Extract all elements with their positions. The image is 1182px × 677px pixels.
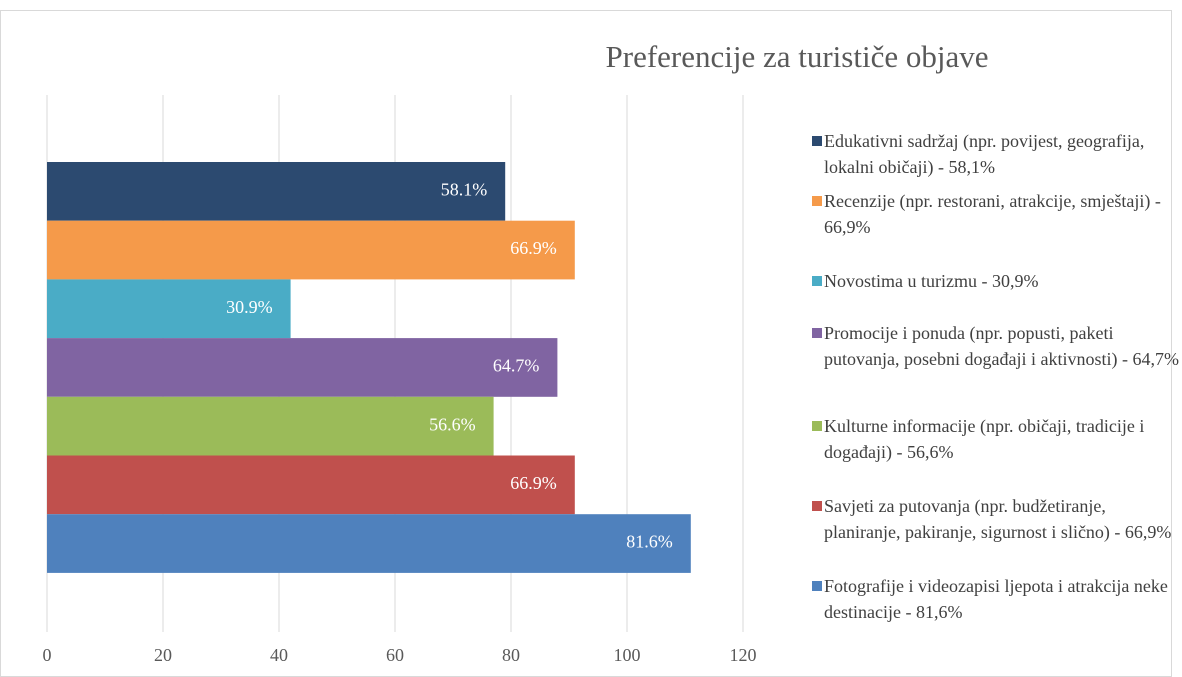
legend-label: Fotografije i videozapisi ljepota i atra…: [824, 576, 1168, 622]
x-tick-label: 20: [154, 645, 172, 665]
legend-item: Edukativni sadržaj (npr. povijest, geogr…: [812, 128, 1182, 180]
x-tick-label: 80: [502, 645, 520, 665]
data-label: 30.9%: [226, 297, 273, 317]
legend-label: Kulturne informacije (npr. običaji, trad…: [824, 416, 1145, 462]
legend-item: Kulturne informacije (npr. običaji, trad…: [812, 413, 1182, 465]
x-tick-label: 120: [730, 645, 757, 665]
bar: [47, 514, 691, 573]
legend-swatch: [812, 276, 822, 286]
bar: [47, 338, 558, 397]
legend-label: Edukativni sadržaj (npr. povijest, geogr…: [824, 131, 1145, 177]
x-tick-label: 100: [614, 645, 641, 665]
bar: [47, 396, 494, 456]
chart-title: Preferencije za turističe objave: [606, 39, 989, 74]
data-label: 66.9%: [510, 238, 557, 258]
legend-swatch: [812, 421, 822, 431]
bar: [47, 279, 291, 339]
legend-swatch: [812, 581, 822, 591]
data-label: 66.9%: [510, 473, 557, 493]
data-label: 64.7%: [493, 356, 540, 376]
legend-label: Promocije i ponuda (npr. popusti, paketi…: [824, 323, 1179, 369]
legend-item: Promocije i ponuda (npr. popusti, paketi…: [812, 320, 1182, 372]
legend-item: Savjeti za putovanja (npr. budžetiranje,…: [812, 493, 1182, 545]
legend-swatch: [812, 136, 822, 146]
legend-item: Novostima u turizmu - 30,9%: [812, 268, 1182, 294]
legend-swatch: [812, 501, 822, 511]
legend-item: Fotografije i videozapisi ljepota i atra…: [812, 573, 1182, 625]
bar: [47, 220, 575, 280]
bar: [47, 162, 506, 221]
legend-swatch: [812, 328, 822, 338]
data-label: 56.6%: [429, 414, 476, 434]
data-label: 81.6%: [626, 532, 673, 552]
data-label: 58.1%: [441, 179, 488, 199]
x-tick-label: 40: [270, 645, 288, 665]
x-tick-label: 0: [43, 645, 52, 665]
legend-item: Recenzije (npr. restorani, atrakcije, sm…: [812, 188, 1182, 240]
legend-label: Savjeti za putovanja (npr. budžetiranje,…: [824, 496, 1172, 542]
legend-swatch: [812, 196, 822, 206]
legend-label: Novostima u turizmu - 30,9%: [824, 271, 1039, 291]
x-tick-label: 60: [386, 645, 404, 665]
legend-label: Recenzije (npr. restorani, atrakcije, sm…: [824, 191, 1161, 237]
bar: [47, 455, 575, 515]
